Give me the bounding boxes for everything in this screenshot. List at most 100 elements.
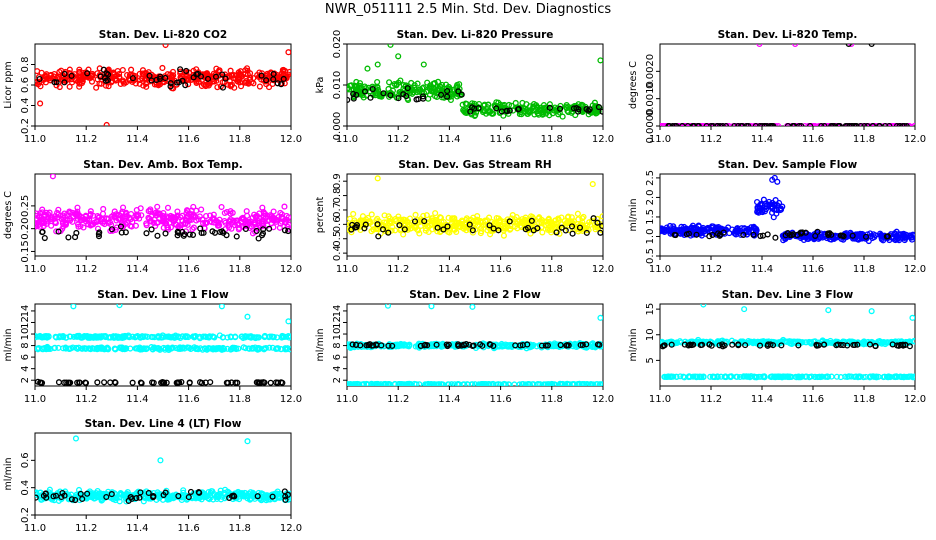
data-point — [73, 333, 80, 340]
data-point — [74, 204, 81, 211]
data-point — [85, 345, 93, 352]
data-point — [677, 373, 684, 380]
data-point — [84, 70, 91, 77]
data-point — [719, 341, 726, 348]
x-tick-label: 12.0 — [592, 134, 614, 145]
x-tick-label: 11.6 — [177, 134, 199, 145]
data-point — [108, 226, 115, 233]
y-tick-label: 0.010 — [332, 71, 343, 100]
x-tick-label: 11.4 — [751, 394, 773, 405]
data-point — [407, 381, 415, 386]
x-tick-label: 12.0 — [280, 264, 302, 275]
data-point — [372, 381, 379, 386]
data-point — [490, 380, 497, 386]
data-point — [213, 492, 220, 499]
data-point — [768, 373, 775, 381]
x-tick-label: 11.4 — [438, 394, 460, 405]
data-point — [84, 490, 91, 497]
data-point — [590, 381, 597, 386]
panel-title: Stan. Dev. Li-820 Temp. — [718, 29, 858, 41]
outlier-point — [395, 53, 402, 60]
data-point — [375, 233, 382, 240]
data-point — [263, 81, 270, 88]
outlier-point — [285, 318, 291, 325]
data-point — [200, 229, 207, 236]
data-point — [369, 86, 376, 93]
x-tick-label: 11.0 — [649, 394, 671, 405]
data-point — [118, 491, 125, 498]
data-point — [570, 105, 578, 112]
x-tick-label: 11.2 — [75, 264, 97, 275]
panel-title: Stan. Dev. Gas Stream RH — [398, 159, 551, 171]
point-layer — [35, 44, 291, 126]
outlier-point — [597, 314, 603, 321]
outlier-point — [741, 306, 748, 313]
data-point — [674, 339, 681, 347]
data-point — [854, 341, 861, 348]
data-point — [535, 381, 542, 386]
data-point — [167, 83, 174, 90]
data-point — [459, 218, 466, 225]
data-point — [203, 212, 210, 220]
data-point — [802, 373, 809, 380]
data-point — [660, 342, 667, 349]
data-point — [594, 219, 601, 226]
data-point — [590, 215, 597, 222]
data-point — [814, 373, 821, 381]
data-point — [154, 232, 161, 239]
data-point — [512, 99, 519, 107]
data-point — [194, 70, 201, 77]
outlier-point — [420, 61, 427, 68]
data-point — [72, 496, 79, 504]
data-point — [401, 226, 408, 233]
data-point — [466, 341, 473, 348]
x-tick-label: 11.2 — [387, 134, 409, 145]
data-point — [892, 373, 899, 380]
data-point — [403, 93, 410, 100]
data-point — [524, 341, 531, 348]
data-point — [536, 214, 543, 221]
data-point — [39, 76, 46, 83]
data-point — [487, 341, 494, 348]
outlier-point — [774, 178, 781, 185]
data-point — [103, 70, 110, 77]
x-tick-label: 12.0 — [904, 264, 926, 275]
data-point — [548, 219, 555, 226]
data-point — [55, 206, 62, 213]
data-point — [51, 79, 58, 86]
data-point — [693, 231, 700, 238]
point-layer — [347, 44, 603, 120]
data-point — [387, 218, 394, 226]
data-point — [82, 379, 90, 386]
x-tick-label: 11.0 — [24, 134, 46, 145]
data-point — [546, 112, 553, 119]
data-point — [229, 344, 236, 351]
data-point — [583, 341, 590, 348]
data-point — [160, 491, 167, 499]
y-tick-label: 2 — [20, 377, 31, 383]
data-point — [709, 373, 716, 380]
data-point — [580, 213, 587, 220]
data-point — [597, 229, 603, 236]
data-point — [486, 108, 493, 115]
data-point — [62, 78, 69, 85]
data-point — [434, 228, 441, 235]
data-point — [479, 381, 486, 386]
data-point — [164, 204, 172, 211]
data-point — [162, 230, 169, 237]
data-point — [174, 79, 181, 86]
panel-title: Stan. Dev. Line 1 Flow — [97, 289, 229, 301]
data-point — [347, 343, 351, 350]
data-point — [745, 122, 752, 126]
data-point — [79, 345, 86, 352]
data-point — [35, 490, 39, 497]
data-point — [427, 82, 434, 89]
data-point — [796, 122, 803, 126]
panel-title: Stan. Dev. Line 4 (LT) Flow — [85, 418, 242, 430]
data-point — [206, 496, 213, 503]
data-point — [285, 214, 291, 221]
data-point — [112, 346, 119, 353]
data-point — [136, 494, 143, 501]
data-point — [111, 334, 118, 341]
data-point — [187, 488, 195, 495]
